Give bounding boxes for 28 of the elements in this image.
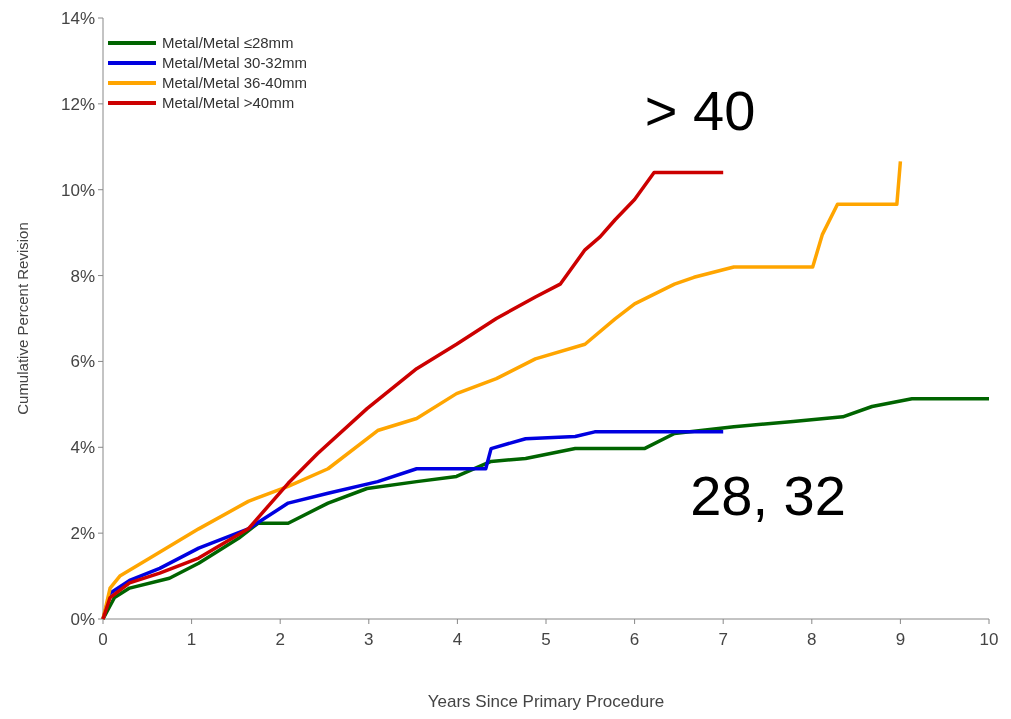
y-tick-label: 14% <box>60 8 95 28</box>
annotation: 28, 32 <box>690 463 846 527</box>
x-tick-label: 10 <box>979 630 999 649</box>
y-tick-label: 12% <box>60 94 95 114</box>
x-tick-label: 6 <box>629 630 640 649</box>
legend-label: Metal/Metal >40mm <box>162 94 295 112</box>
y-tick-label: 0% <box>70 609 95 629</box>
x-tick-label: 1 <box>186 630 197 649</box>
line-series <box>101 159 903 621</box>
y-tick-label: 4% <box>70 438 95 458</box>
legend-label: Metal/Metal 30-32mm <box>162 54 308 72</box>
x-tick-label: 7 <box>718 630 728 649</box>
y-tick-label: 6% <box>70 352 95 372</box>
y-tick-label: 2% <box>70 524 95 544</box>
legend-label: Metal/Metal 36-40mm <box>162 74 308 92</box>
y-tick-label: 8% <box>70 266 95 286</box>
x-axis-title: Years Since Primary Procedure <box>427 692 665 711</box>
x-tick-label: 2 <box>275 630 285 649</box>
y-axis-title: Cumulative Percent Revision <box>14 222 31 415</box>
x-tick-label: 5 <box>541 630 551 649</box>
annotation: > 40 <box>644 78 756 142</box>
x-tick-label: 9 <box>895 630 906 649</box>
x-tick-label: 4 <box>452 630 463 649</box>
y-tick-label: 10% <box>60 180 95 200</box>
x-tick-label: 8 <box>807 630 817 649</box>
legend-label: Metal/Metal ≤28mm <box>162 34 294 52</box>
x-tick-label: 3 <box>364 630 374 649</box>
x-tick-label: 0 <box>98 630 108 649</box>
